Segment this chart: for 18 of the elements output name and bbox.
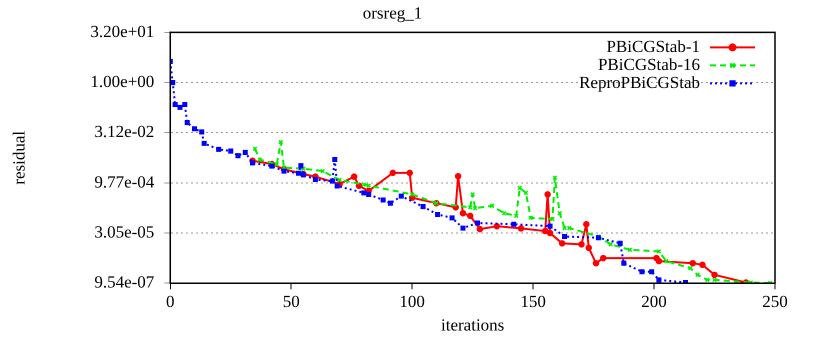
x-tick-label: 150 (520, 292, 546, 311)
x-tick-label: 50 (282, 292, 300, 311)
y-tick-label: 9.77e-04 (94, 172, 155, 192)
legend-label: ReproPBiCGStab (579, 72, 700, 92)
y-tick-label: 3.12e-02 (94, 122, 154, 142)
chart-title: orsreg_1 (362, 4, 422, 23)
y-axis-title: residual (10, 130, 29, 185)
y-tick-label: 3.05e-05 (94, 222, 154, 242)
legend-label: PBiCGStab-1 (606, 36, 700, 56)
y-tick-label: 1.00e+00 (90, 72, 154, 92)
x-tick-label: 100 (399, 292, 425, 311)
legend-label: PBiCGStab-16 (598, 54, 700, 74)
x-tick-label: 250 (762, 292, 788, 311)
x-tick-label: 0 (166, 292, 175, 311)
y-tick-label: 3.20e+01 (90, 22, 154, 41)
x-axis-title: iterations (441, 315, 504, 334)
x-tick-label: 200 (641, 292, 667, 311)
y-tick-label: 9.54e-07 (94, 272, 155, 292)
